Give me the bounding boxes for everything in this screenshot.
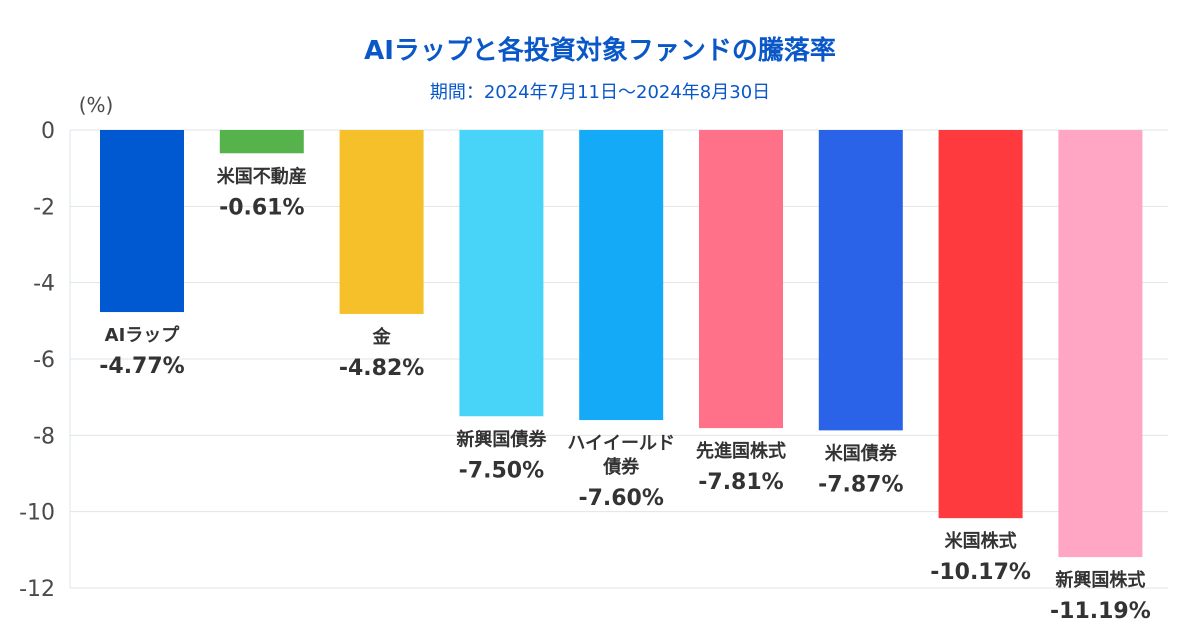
value-label: -11.19% (1050, 599, 1151, 624)
category-label: 先進国株式 (696, 440, 786, 462)
category-label: 米国株式 (945, 530, 1017, 552)
category-label: 米国債券 (825, 442, 898, 464)
category-label: AIラップ (105, 324, 181, 346)
y-axis-ticks: 0 -2 -4 -6 -8 -10 -12 (19, 119, 55, 602)
value-label: -4.77% (99, 354, 184, 379)
chart-title: AIラップと各投資対象ファンドの騰落率 (364, 36, 836, 66)
bar (818, 130, 903, 431)
bar-labels: AIラップ -4.77% 米国不動産 -0.61% 金 -4.82% 新興国債券 -7.50%… (99, 165, 1151, 624)
y-tick-label: -4 (33, 272, 55, 297)
bar (579, 130, 664, 421)
category-label: 新興国債券 (456, 428, 547, 450)
value-label: -7.81% (698, 470, 783, 495)
y-tick-label: -8 (33, 424, 55, 449)
category-label: ハイイールド (567, 433, 675, 454)
y-tick-label: -12 (19, 577, 55, 602)
bar (699, 130, 783, 429)
value-label: -0.61% (219, 195, 304, 220)
bar (339, 130, 424, 314)
bar (100, 130, 184, 313)
bar (938, 130, 1023, 519)
bar (219, 130, 304, 154)
bars (100, 130, 1143, 558)
value-label: -10.17% (930, 560, 1031, 585)
category-label: 債券 (602, 456, 640, 478)
bar (1058, 130, 1143, 558)
value-label: -7.50% (459, 458, 544, 483)
value-label: -7.60% (578, 486, 663, 511)
value-label: -7.87% (818, 472, 903, 497)
category-label: 新興国株式 (1055, 569, 1145, 591)
value-label: -4.82% (339, 356, 424, 381)
y-tick-label: -10 (19, 501, 55, 526)
category-label: 金 (372, 326, 392, 348)
chart-subtitle: 期間：2024年7月11日〜2024年8月30日 (429, 82, 771, 103)
y-tick-label: -2 (33, 195, 55, 220)
category-label: 米国不動産 (217, 165, 307, 187)
bar (459, 130, 544, 417)
y-tick-label: -6 (33, 348, 55, 373)
y-tick-label: 0 (41, 119, 55, 144)
y-axis-unit-label: (%) (79, 93, 114, 117)
